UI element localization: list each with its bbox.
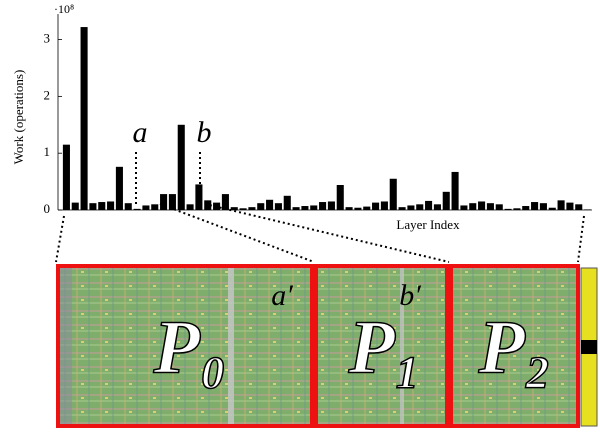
bar	[169, 194, 176, 210]
bar	[434, 204, 441, 210]
bar	[522, 206, 529, 210]
y-tick-label: 3	[44, 31, 51, 46]
y-axis-label: Work (operations)	[11, 70, 26, 165]
bar	[505, 209, 512, 210]
bar	[346, 207, 353, 210]
chip-channel	[228, 265, 234, 428]
bar	[98, 202, 105, 210]
bar	[107, 201, 114, 210]
y-multiplier: ·10⁸	[54, 2, 74, 16]
bar	[222, 194, 229, 210]
bar	[558, 200, 565, 210]
bar	[116, 167, 123, 210]
partition-label: P₂	[478, 305, 552, 389]
bar	[337, 185, 344, 210]
bar	[266, 200, 273, 210]
bar	[575, 204, 582, 210]
bar	[240, 208, 247, 210]
bar	[63, 145, 70, 210]
bar	[513, 208, 520, 210]
bar	[531, 202, 538, 210]
bar	[469, 203, 476, 210]
bar	[443, 192, 450, 210]
bar	[301, 206, 308, 210]
bar	[125, 203, 132, 210]
bar	[363, 207, 370, 210]
partition-label: P₀	[153, 305, 227, 389]
region-label: b′	[399, 279, 421, 312]
annotation: b	[197, 116, 212, 149]
bar	[231, 207, 238, 210]
y-tick-label: 2	[44, 87, 51, 102]
bar	[187, 204, 194, 210]
bar	[151, 204, 158, 210]
bar	[160, 194, 167, 210]
bar	[142, 205, 149, 210]
bar	[134, 209, 141, 210]
partition-label: P₁	[348, 305, 422, 389]
bar	[81, 27, 88, 210]
y-tick-label: 0	[44, 201, 51, 216]
connectors	[56, 204, 584, 262]
bar	[478, 201, 485, 210]
bar	[213, 203, 220, 210]
bar	[293, 207, 300, 210]
bar	[390, 179, 397, 210]
bar	[72, 203, 79, 210]
bar	[248, 207, 255, 210]
bar	[496, 204, 503, 210]
x-axis-label: Layer Index	[396, 217, 460, 232]
bar	[284, 196, 291, 210]
bar	[566, 203, 573, 210]
bar	[487, 203, 494, 210]
bar	[319, 202, 326, 210]
bar	[204, 200, 211, 210]
bar	[452, 172, 459, 210]
region-label: a′	[271, 279, 293, 312]
bar	[354, 208, 361, 210]
bar	[549, 208, 556, 210]
bar	[381, 201, 388, 210]
y-tick-label: 1	[44, 144, 51, 159]
bar	[89, 203, 96, 210]
bar	[425, 201, 432, 210]
bar	[584, 209, 591, 210]
bar	[399, 207, 406, 210]
bar	[257, 203, 264, 210]
figure: 0 1 2 3 ·10⁸ Work (operations) Layer Index a b P₀…	[0, 0, 600, 430]
bar	[416, 204, 423, 210]
bar	[540, 203, 547, 210]
bar	[178, 125, 185, 210]
chip-edge	[58, 265, 72, 428]
bar	[407, 205, 414, 210]
bar	[310, 205, 317, 210]
io-block	[581, 340, 597, 354]
bar	[195, 184, 202, 210]
annotation: a	[133, 116, 148, 149]
bar	[275, 203, 282, 210]
bar	[460, 205, 467, 210]
bar	[372, 203, 379, 210]
bar	[328, 201, 335, 210]
